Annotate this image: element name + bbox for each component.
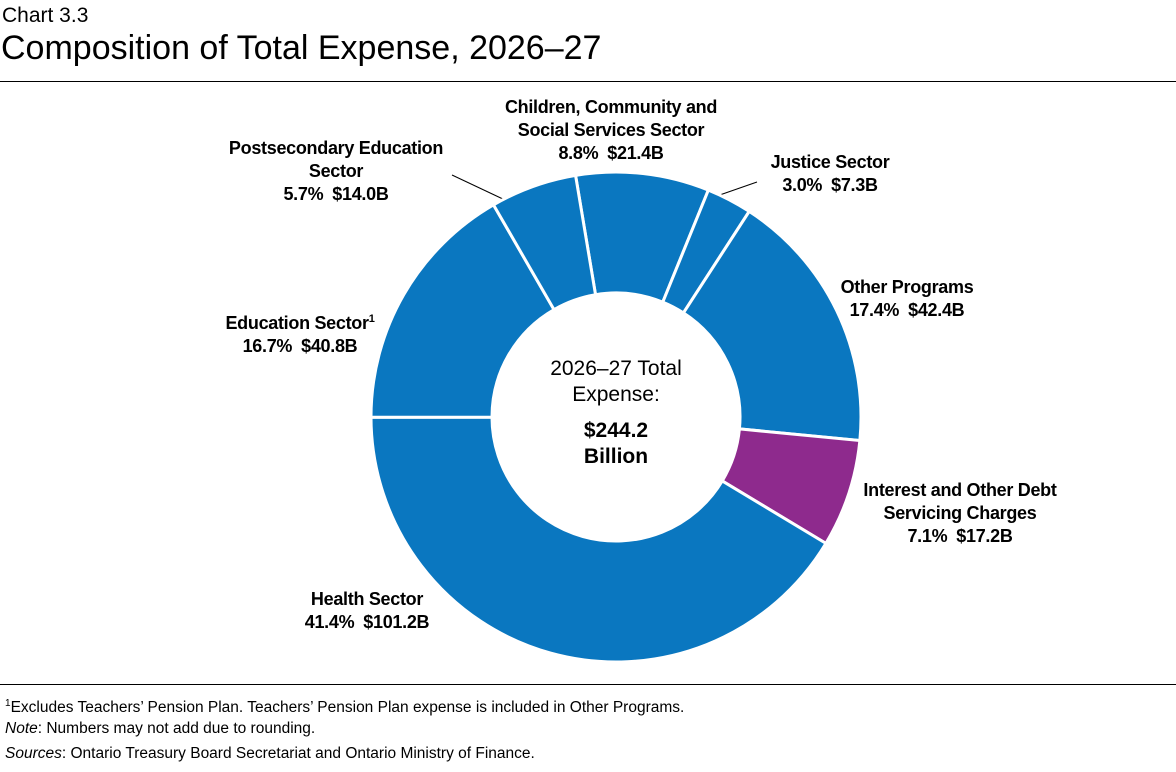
slice [491, 173, 598, 312]
percent-label: 17.4% [849, 300, 900, 320]
value-line: 7.1% $17.2B [830, 525, 1090, 548]
category-text: Interest and Other Debt Servicing Charge… [863, 480, 1057, 523]
amount-label: $40.8B [301, 336, 358, 356]
category-name: Interest and Other Debt Servicing Charge… [830, 479, 1090, 525]
category-name: Other Programs [812, 276, 1002, 299]
chart-number: Chart 3.3 [2, 4, 89, 27]
category-name: Education Sector1 [200, 312, 400, 335]
value-line: 3.0% $7.3B [750, 174, 910, 197]
slice-label: Interest and Other Debt Servicing Charge… [830, 479, 1090, 548]
note: Note: Numbers may not add due to roundin… [5, 719, 315, 739]
value-line: 16.7% $40.8B [200, 335, 400, 358]
leader-line [451, 174, 506, 201]
percent-label: 8.8% [558, 143, 599, 163]
slice-label: Justice Sector 3.0% $7.3B [750, 151, 910, 197]
category-text: Children, Community and Social Services … [504, 97, 718, 140]
slice-label: Education Sector1 16.7% $40.8B [200, 312, 400, 358]
value-line: 5.7% $14.0B [206, 183, 466, 206]
category-text: Other Programs [840, 277, 974, 297]
amount-label: $14.0B [332, 184, 389, 204]
percent-label: 16.7% [242, 336, 293, 356]
value-line: 17.4% $42.4B [812, 299, 1002, 322]
slice-label: Health Sector 41.4% $101.2B [267, 588, 467, 634]
sources: Sources: Ontario Treasury Board Secretar… [5, 744, 535, 764]
value-line: 41.4% $101.2B [267, 611, 467, 634]
slice [369, 202, 557, 419]
category-name: Children, Community and Social Services … [481, 96, 741, 142]
percent-label: 41.4% [304, 612, 355, 632]
category-text: Education Sector [225, 313, 369, 333]
percent-label: 7.1% [907, 526, 948, 546]
value-line: 8.8% $21.4B [481, 142, 741, 165]
rule [0, 684, 1176, 685]
slice [369, 415, 828, 664]
amount-label: $42.4B [908, 300, 965, 320]
note-text: : Numbers may not add due to rounding. [37, 720, 316, 737]
center-label: 2026–27 Total Expense: [550, 357, 682, 406]
category-text: Health Sector [310, 589, 424, 609]
rule [0, 81, 1176, 82]
sources-text: : Ontario Treasury Board Secretariat and… [61, 745, 535, 762]
category-text: Justice Sector [770, 152, 890, 172]
amount-label: $17.2B [956, 526, 1013, 546]
slice-label: Other Programs 17.4% $42.4B [812, 276, 1002, 322]
amount-label: $101.2B [363, 612, 430, 632]
amount-label: $7.3B [831, 175, 878, 195]
category-name: Health Sector [267, 588, 467, 611]
footnote-text: Excludes Teachers’ Pension Plan. Teacher… [10, 699, 685, 717]
percent-label: 3.0% [782, 175, 823, 195]
footnote-marker: 1 [5, 698, 11, 709]
amount-label: $21.4B [607, 143, 664, 163]
slice-label: Postsecondary Education Sector 5.7% $14.0B [206, 137, 466, 206]
category-text: Postsecondary Education Sector [228, 138, 444, 181]
note-label: Note [5, 720, 38, 737]
center-total: $244.2 Billion [583, 419, 649, 468]
chart-title: Composition of Total Expense, 2026–27 [1, 29, 602, 67]
sources-label: Sources [5, 745, 62, 762]
category-name: Postsecondary Education Sector [206, 137, 466, 183]
slice [681, 209, 863, 443]
percent-label: 5.7% [283, 184, 324, 204]
category-name: Justice Sector [750, 151, 910, 174]
footnote: 1Excludes Teachers’ Pension Plan. Teache… [5, 694, 684, 718]
superscript: 1 [368, 313, 375, 325]
slice-label: Children, Community and Social Services … [481, 96, 741, 165]
